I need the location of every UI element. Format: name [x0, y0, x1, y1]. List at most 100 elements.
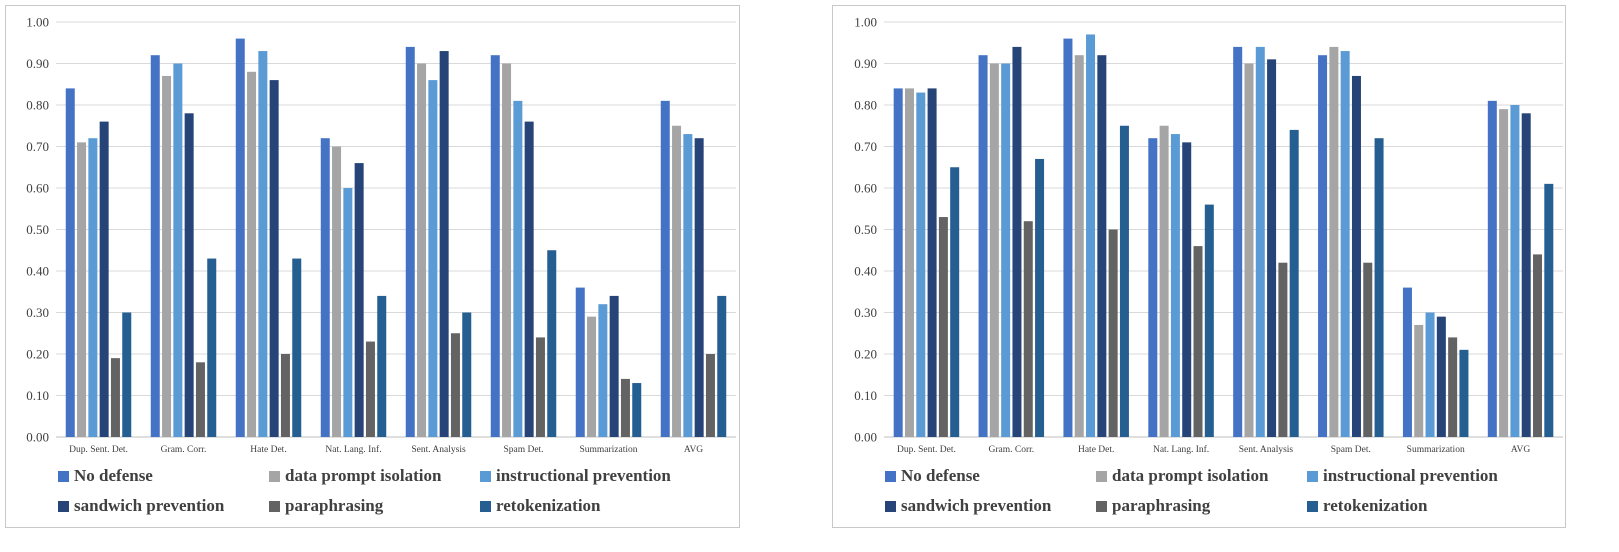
legend-swatch-paraphrasing: [1096, 500, 1107, 512]
legend-swatch-sandwich-prevention: [885, 500, 896, 512]
legend-swatch-sandwich-prevention: [58, 500, 69, 512]
bar-sandwich-prevention-spam-det: [1351, 75, 1361, 437]
y-tick-label: 0.90: [26, 56, 49, 71]
bar-sandwich-prevention-sent-analysis: [1267, 59, 1277, 437]
bar-no-defense-hate-det: [1063, 38, 1073, 437]
bar-no-defense-gram-corr: [150, 55, 160, 437]
bar-sandwich-prevention-spam-det: [524, 121, 534, 437]
x-tick-label: Spam Det.: [503, 445, 543, 455]
x-tick-label: Hate Det.: [1078, 445, 1114, 455]
x-tick-label: Sent. Analysis: [411, 445, 466, 455]
bar-sandwich-prevention-dup-sent-det: [99, 121, 109, 437]
bar-data-prompt-isolation-nat-lang-inf: [1159, 125, 1169, 437]
y-tick-label: 0.60: [854, 181, 877, 196]
bar-sandwich-prevention-nat-lang-inf: [354, 163, 364, 437]
y-tick-label: 0.90: [854, 56, 877, 71]
legend-swatch-no-defense: [885, 470, 896, 482]
bar-no-defense-hate-det: [235, 38, 245, 437]
legend-label-no-defense: No defense: [901, 466, 980, 485]
legend-swatch-no-defense: [58, 470, 69, 482]
bar-instructional-prevention-spam-det: [513, 100, 523, 437]
bar-sandwich-prevention-summarization: [1436, 316, 1446, 437]
legend-item-sandwich-prevention: sandwich prevention: [58, 494, 224, 518]
bar-no-defense-nat-lang-inf: [320, 138, 330, 437]
bar-sandwich-prevention-summarization: [609, 295, 619, 437]
bar-instructional-prevention-nat-lang-inf: [343, 188, 353, 437]
bar-data-prompt-isolation-avg: [1499, 109, 1509, 438]
bar-no-defense-avg: [1487, 100, 1497, 437]
bar-no-defense-sent-analysis: [1233, 46, 1243, 438]
bar-instructional-prevention-summarization: [1425, 312, 1435, 437]
legend-label-sandwich-prevention: sandwich prevention: [901, 496, 1052, 515]
legend-item-data-prompt-isolation: data prompt isolation: [1096, 464, 1269, 488]
legend-item-no-defense: No defense: [58, 464, 153, 488]
legend-swatch-retokenization: [480, 500, 491, 512]
bar-sandwich-prevention-dup-sent-det: [927, 88, 937, 438]
bar-paraphrasing-nat-lang-inf: [365, 341, 375, 437]
y-tick-label: 0.00: [854, 430, 877, 445]
y-tick-label: 0.20: [26, 347, 49, 362]
legend-label-paraphrasing: paraphrasing: [285, 496, 384, 515]
legend-item-instructional-prevention: instructional prevention: [1307, 464, 1498, 488]
bar-data-prompt-isolation-gram-corr: [989, 63, 999, 437]
bar-data-prompt-isolation-spam-det: [1329, 46, 1339, 438]
bar-data-prompt-isolation-sent-analysis: [1244, 63, 1254, 437]
x-tick-label: Dup. Sent. Det.: [897, 445, 956, 455]
bar-data-prompt-isolation-dup-sent-det: [904, 88, 914, 438]
bar-sandwich-prevention-avg: [1521, 113, 1531, 438]
bar-paraphrasing-summarization: [1448, 337, 1458, 437]
legend-label-paraphrasing: paraphrasing: [1112, 496, 1211, 515]
bar-instructional-prevention-dup-sent-det: [88, 138, 98, 437]
bar-data-prompt-isolation-hate-det: [1074, 55, 1084, 437]
bar-paraphrasing-avg: [1533, 254, 1543, 437]
bar-sandwich-prevention-hate-det: [269, 80, 279, 437]
x-tick-label: Dup. Sent. Det.: [69, 445, 128, 455]
legend-swatch-instructional-prevention: [1307, 470, 1318, 482]
bar-data-prompt-isolation-summarization: [587, 316, 597, 437]
bar-retokenization-dup-sent-det: [950, 167, 960, 437]
legend-label-sandwich-prevention: sandwich prevention: [74, 496, 225, 515]
legend-right: No defense data prompt isolation instruc…: [885, 464, 1565, 524]
bar-sandwich-prevention-gram-corr: [1012, 46, 1022, 438]
legend-item-data-prompt-isolation: data prompt isolation: [269, 464, 442, 488]
bar-no-defense-avg: [660, 100, 670, 437]
y-tick-label: 1.00: [854, 15, 877, 30]
bar-paraphrasing-summarization: [620, 378, 630, 437]
bar-retokenization-spam-det: [1374, 138, 1384, 437]
bar-no-defense-summarization: [575, 287, 585, 437]
legend-item-retokenization: retokenization: [1307, 494, 1428, 518]
bar-paraphrasing-spam-det: [535, 337, 545, 437]
bar-data-prompt-isolation-sent-analysis: [417, 63, 427, 437]
bar-retokenization-avg: [717, 295, 727, 437]
bar-data-prompt-isolation-avg: [672, 125, 682, 437]
bar-paraphrasing-sent-analysis: [1278, 262, 1288, 437]
y-tick-label: 0.70: [854, 139, 877, 154]
legend-label-retokenization: retokenization: [1323, 496, 1428, 515]
bar-paraphrasing-dup-sent-det: [938, 217, 948, 437]
bar-no-defense-dup-sent-det: [893, 88, 903, 438]
y-tick-label: 0.30: [26, 305, 49, 320]
x-tick-label: Nat. Lang. Inf.: [1153, 444, 1209, 455]
bar-retokenization-hate-det: [292, 258, 302, 437]
legend-swatch-instructional-prevention: [480, 470, 491, 482]
x-tick-label: Summarization: [1407, 445, 1465, 455]
bar-instructional-prevention-gram-corr: [1001, 63, 1011, 437]
bar-retokenization-avg: [1544, 183, 1554, 437]
bar-instructional-prevention-spam-det: [1340, 51, 1350, 438]
bar-sandwich-prevention-gram-corr: [184, 113, 194, 438]
bar-instructional-prevention-dup-sent-det: [916, 92, 926, 438]
bar-retokenization-summarization: [1459, 349, 1469, 437]
y-tick-label: 0.70: [26, 139, 49, 154]
legend-item-instructional-prevention: instructional prevention: [480, 464, 671, 488]
bar-instructional-prevention-sent-analysis: [428, 80, 438, 437]
bar-paraphrasing-nat-lang-inf: [1193, 246, 1203, 437]
y-tick-label: 0.10: [26, 388, 49, 403]
legend-label-instructional-prevention: instructional prevention: [496, 466, 671, 485]
bar-instructional-prevention-avg: [1510, 105, 1520, 437]
bar-data-prompt-isolation-dup-sent-det: [77, 142, 87, 437]
legend-swatch-data-prompt-isolation: [269, 470, 280, 482]
bar-no-defense-dup-sent-det: [65, 88, 75, 438]
legend-label-retokenization: retokenization: [496, 496, 601, 515]
bar-instructional-prevention-avg: [683, 134, 693, 438]
bar-no-defense-nat-lang-inf: [1148, 138, 1158, 437]
